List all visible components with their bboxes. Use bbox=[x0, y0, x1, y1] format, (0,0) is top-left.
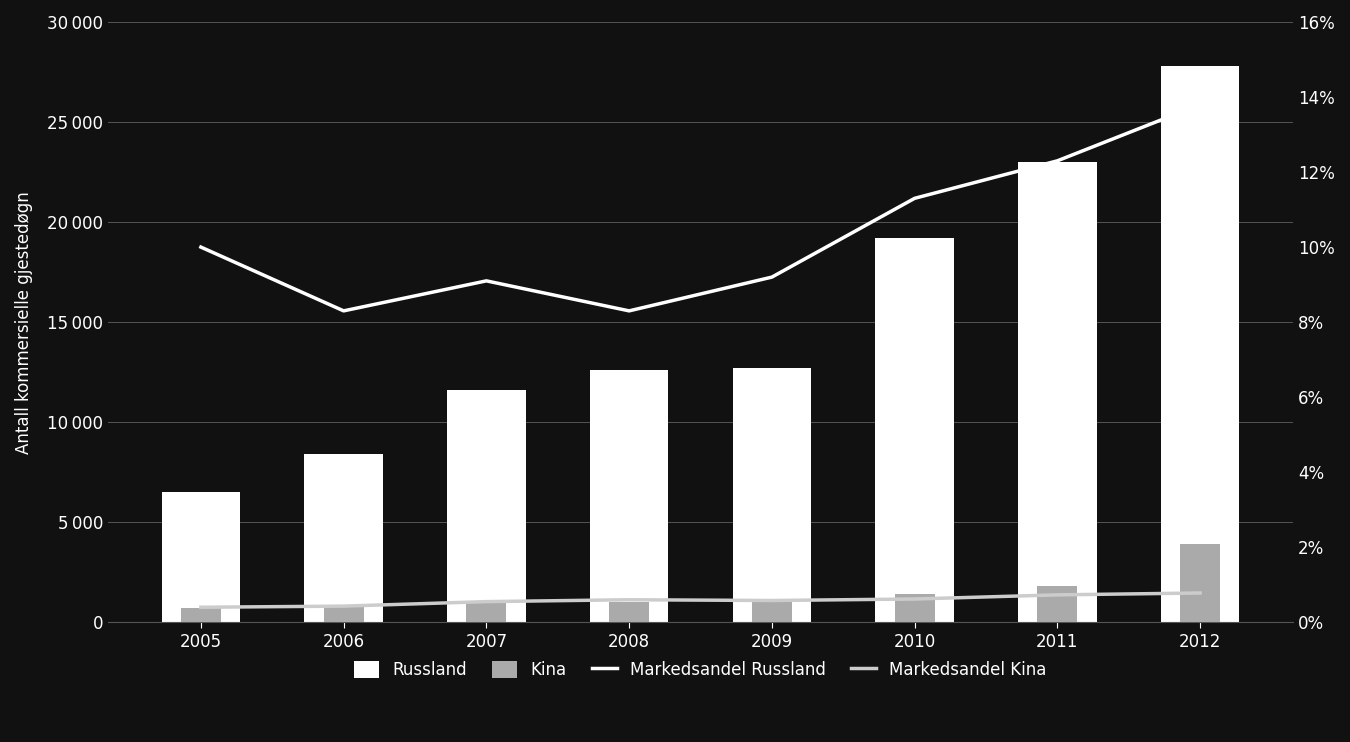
Bar bbox=[895, 594, 934, 623]
Bar bbox=[752, 600, 792, 623]
Markedsandel Russland bbox=[193, 243, 209, 252]
Markedsandel Kina bbox=[907, 594, 923, 603]
Bar bbox=[1037, 586, 1077, 623]
Markedsandel Kina bbox=[336, 602, 352, 611]
Y-axis label: Antall kommersielle gjestedøgn: Antall kommersielle gjestedøgn bbox=[15, 191, 32, 453]
Bar bbox=[875, 238, 954, 623]
Bar bbox=[324, 606, 363, 623]
Bar bbox=[1018, 162, 1096, 623]
Markedsandel Kina bbox=[764, 596, 780, 605]
Line: Markedsandel Russland: Markedsandel Russland bbox=[201, 105, 1200, 311]
Markedsandel Russland bbox=[336, 306, 352, 315]
Bar bbox=[304, 454, 383, 623]
Bar bbox=[609, 603, 649, 623]
Markedsandel Kina bbox=[1192, 588, 1208, 597]
Bar bbox=[590, 370, 668, 623]
Bar bbox=[162, 492, 240, 623]
Bar bbox=[181, 608, 221, 623]
Bar bbox=[447, 390, 525, 623]
Bar bbox=[466, 603, 506, 623]
Line: Markedsandel Kina: Markedsandel Kina bbox=[201, 593, 1200, 607]
Markedsandel Russland bbox=[621, 306, 637, 315]
Markedsandel Kina bbox=[621, 595, 637, 604]
Markedsandel Kina bbox=[478, 597, 494, 606]
Markedsandel Russland bbox=[1192, 100, 1208, 109]
Markedsandel Russland bbox=[1049, 157, 1065, 165]
Markedsandel Kina bbox=[193, 603, 209, 611]
Markedsandel Russland bbox=[764, 272, 780, 281]
Markedsandel Kina bbox=[1049, 591, 1065, 600]
Bar bbox=[1180, 544, 1220, 623]
Legend: Russland, Kina, Markedsandel Russland, Markedsandel Kina: Russland, Kina, Markedsandel Russland, M… bbox=[348, 654, 1053, 686]
Markedsandel Russland bbox=[907, 194, 923, 203]
Bar bbox=[733, 368, 811, 623]
Markedsandel Russland bbox=[478, 277, 494, 286]
Bar bbox=[1161, 66, 1239, 623]
